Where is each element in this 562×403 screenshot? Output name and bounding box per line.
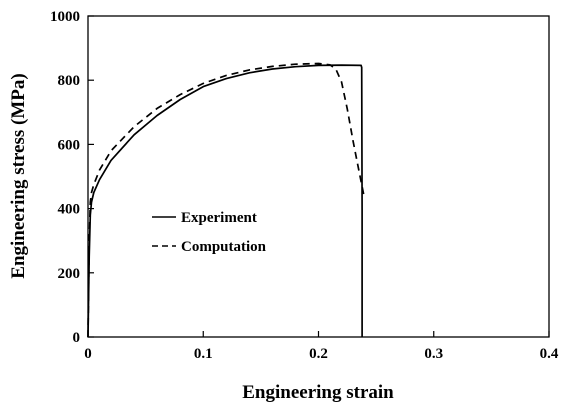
x-tick-label: 0	[84, 346, 92, 362]
y-tick-label: 400	[58, 202, 81, 218]
y-tick-label: 0	[73, 330, 81, 346]
x-axis-title: Engineering strain	[242, 382, 394, 403]
series-layer	[87, 62, 366, 338]
x-tick-label: 0.3	[424, 346, 443, 362]
legend-experiment-label: Experiment	[181, 210, 257, 226]
y-tick-label: 600	[58, 137, 81, 153]
y-axis-title: Engineering stress (MPa)	[8, 73, 29, 278]
y-axis-ticks: 0 200 400 600 800 1000	[50, 9, 94, 346]
series-computation-line	[87, 62, 366, 338]
legend: Experiment Computation	[152, 210, 267, 255]
x-axis-ticks: 0 0.1 0.2 0.3 0.4	[84, 331, 559, 362]
x-tick-label: 0.2	[309, 346, 328, 362]
legend-computation-label: Computation	[181, 239, 267, 255]
series-experiment-line	[87, 64, 363, 338]
y-tick-label: 800	[58, 73, 81, 89]
x-tick-label: 0.4	[540, 346, 559, 362]
y-tick-label: 1000	[50, 9, 80, 25]
y-tick-label: 200	[58, 266, 81, 282]
x-tick-label: 0.1	[194, 346, 213, 362]
